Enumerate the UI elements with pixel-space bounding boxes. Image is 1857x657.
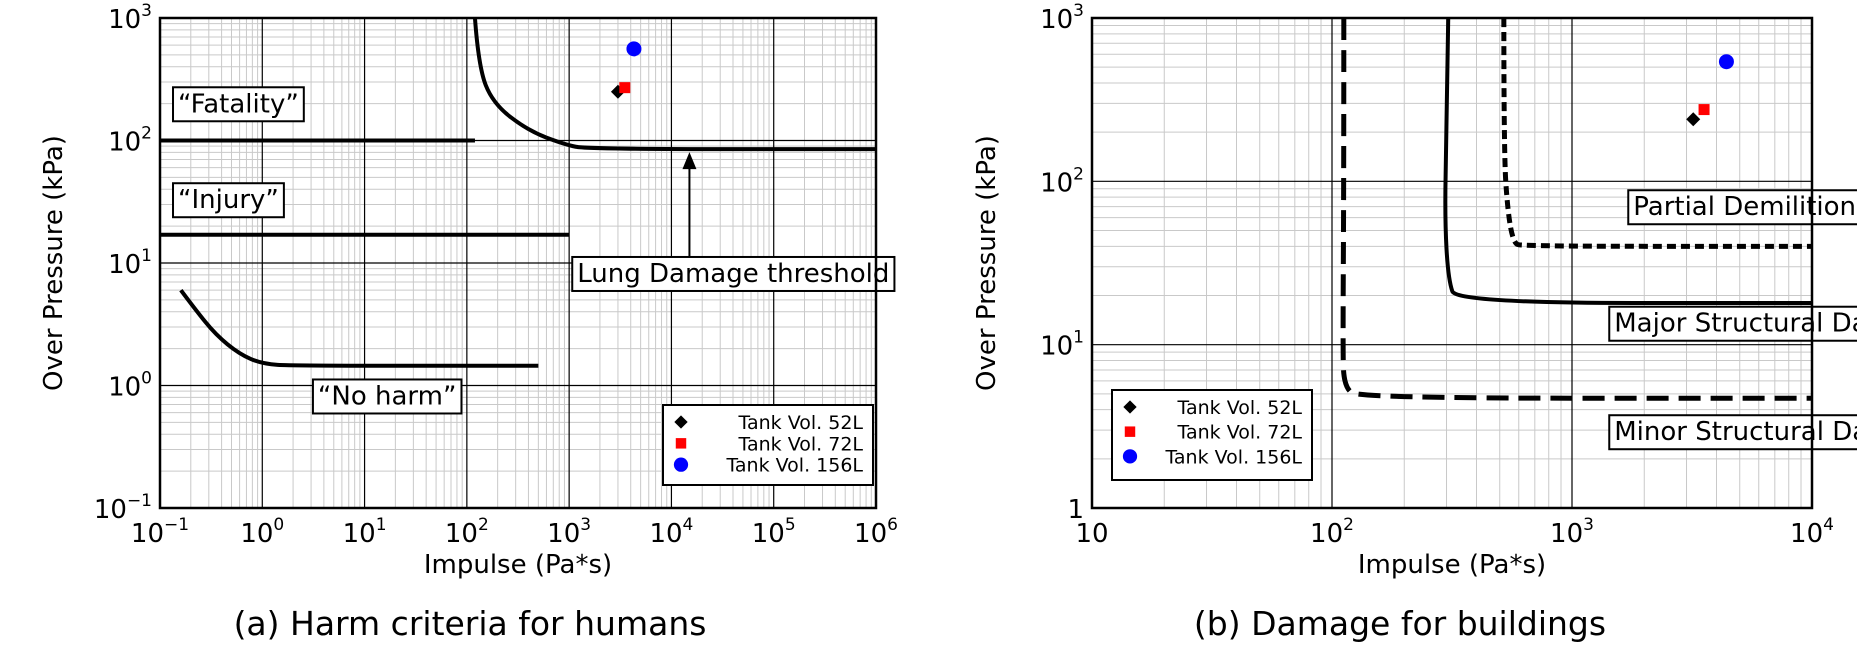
x-tick-label: 100 (240, 515, 284, 549)
x-tick-label: 105 (752, 515, 796, 549)
x-tick-label: 103 (547, 515, 591, 549)
annotation-labels: Partial Demilition Major Structural Damag… (1608, 189, 1857, 451)
x-tick-label: 106 (854, 515, 898, 549)
legend-entry: Tank Vol. 52L (738, 412, 864, 434)
annotation-text: Partial Demilition (1633, 192, 1856, 222)
annotation-text: “Injury” (178, 185, 279, 215)
legend-entry: Tank Vol. 52L (1177, 397, 1303, 419)
curve-partial-demilition (1501, 17, 1812, 249)
legend-marker-circle (1122, 449, 1138, 464)
annotation-box: Partial Demilition (1627, 189, 1857, 226)
tick-labels: 10 102 103 104 1 101 102 103 (1040, 1, 1834, 549)
annotation-box: “Fatality” (172, 86, 305, 123)
annotation-box: Lung Damage threshold (571, 255, 896, 292)
x-tick-label: 104 (1790, 515, 1834, 549)
legend-marker-diamond (674, 415, 688, 429)
legend-frame (662, 404, 874, 486)
x-tick-label: 102 (445, 515, 489, 549)
data-point-circle (626, 41, 642, 57)
plot-frame (158, 16, 878, 510)
y-tick-label: 103 (108, 1, 152, 35)
x-tick-label: 103 (1550, 515, 1594, 549)
data-point-square (1698, 104, 1710, 116)
y-axis-title: Over Pressure (kPa) (39, 135, 69, 391)
panel-b-damage-buildings: Partial Demilition Major Structural Damag… (972, 1, 1857, 643)
tick-labels: 10−1 100 101 102 103 104 105 106 10−1 100 101 102 10… (94, 1, 898, 549)
y-tick-label: 102 (108, 124, 152, 158)
y-tick-label: 103 (1040, 1, 1084, 35)
annotation-text: Major Structural Damage (1614, 309, 1857, 339)
panel-a-harm-criteria-humans: “Fatality” “Injury” “No harm” Lung Damage t… (39, 1, 898, 643)
annotation-box: “Injury” (172, 182, 285, 219)
panel-caption: (a) Harm criteria for humans (234, 604, 707, 643)
legend-marker-square (1124, 426, 1136, 437)
data-point-square (619, 82, 631, 94)
legend-entry: Tank Vol. 72L (738, 433, 864, 455)
curve-no-harm (179, 288, 539, 368)
curve-major-structural-damage (1443, 17, 1812, 305)
annotation-box: Major Structural Damage (1608, 305, 1857, 342)
y-tick-label: 10−1 (94, 491, 152, 525)
legend-marker-square (675, 438, 687, 449)
x-tick-label: 10−1 (131, 515, 189, 549)
panel-caption: (b) Damage for buildings (1194, 604, 1606, 643)
annotation-box: Minor Structural Damage (1608, 414, 1857, 451)
tank-markers (610, 41, 642, 99)
grid (160, 18, 876, 508)
annotation-box: “No harm” (311, 378, 463, 415)
y-axis-title: Over Pressure (kPa) (972, 135, 1002, 391)
x-tick-label: 10 (1075, 519, 1108, 549)
legend-frame (1111, 389, 1313, 481)
x-tick-label: 101 (343, 515, 387, 549)
annotation-labels: “Fatality” “Injury” “No harm” Lung Damage t… (172, 86, 896, 415)
legend-entry: Tank Vol. 156L (725, 455, 863, 477)
tank-markers (1686, 54, 1734, 127)
x-axis-title: Impulse (Pa*s) (1358, 550, 1546, 580)
x-tick-label: 104 (649, 515, 693, 549)
data-point-diamond (1686, 112, 1701, 127)
legend-marker-diamond (1123, 400, 1137, 414)
plot-frame (1090, 16, 1814, 510)
y-tick-label: 101 (108, 246, 152, 280)
criteria-curves (160, 17, 876, 368)
annotation-text: Lung Damage threshold (577, 259, 889, 289)
x-tick-label: 102 (1310, 515, 1354, 549)
criteria-curves (1340, 17, 1812, 401)
y-tick-label: 100 (108, 369, 152, 403)
y-tick-label: 102 (1040, 164, 1084, 198)
y-tick-label: 1 (1067, 495, 1084, 525)
legend-marker-circle (673, 457, 689, 472)
legend-entry: Tank Vol. 156L (1164, 446, 1302, 468)
annotation-text: Minor Structural Damage (1614, 417, 1857, 447)
data-point-circle (1718, 54, 1734, 70)
y-tick-label: 101 (1040, 328, 1084, 362)
legend-entry: Tank Vol. 72L (1177, 422, 1303, 444)
x-axis-title: Impulse (Pa*s) (424, 550, 612, 580)
annotation-text: “Fatality” (178, 89, 299, 119)
curve-lung-damage-threshold (472, 17, 876, 152)
annotation-text: “No harm” (318, 381, 457, 411)
